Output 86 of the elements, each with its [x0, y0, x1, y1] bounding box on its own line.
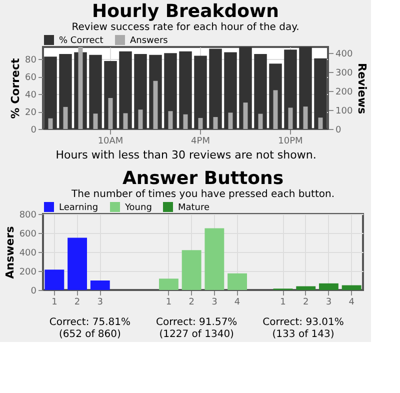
y-tick-label: 60 — [25, 73, 37, 84]
bar — [342, 285, 362, 290]
x-tick-label: 3 — [326, 298, 332, 308]
bar — [168, 111, 173, 129]
bar — [159, 278, 178, 290]
y-tick-label: 600 — [19, 230, 37, 240]
legend-label: Answers — [130, 36, 168, 46]
x-tick-label: 10AM — [98, 136, 124, 146]
text: Correct: 75.81% (652 of 860) — [49, 317, 131, 340]
text: Correct: 93.01% (133 of 143) — [262, 317, 344, 340]
bar — [243, 102, 248, 129]
bar — [44, 270, 64, 290]
x-tick-label: 3 — [97, 298, 104, 308]
bar — [48, 118, 53, 129]
y-tick-label: 0 — [30, 126, 37, 136]
bar — [153, 80, 158, 129]
x-tick-label: 4 — [234, 298, 240, 308]
bar — [182, 250, 202, 290]
chart-subtitle: Review success rate for each hour of the day. — [72, 22, 300, 33]
x-tick-label: 2 — [74, 298, 80, 308]
bar — [123, 113, 128, 129]
bar — [209, 48, 222, 129]
bar — [213, 117, 218, 129]
bar — [108, 98, 113, 129]
x-axis-title: Hours with less than 30 reviews are not shown. — [56, 148, 316, 162]
bar — [194, 56, 207, 129]
bar — [318, 118, 323, 129]
y-axis-title: % Correct — [9, 58, 22, 119]
bar — [299, 47, 312, 129]
y-tick-label: 400 — [19, 248, 37, 258]
text: Correct: 91.57% (1227 of 1340) — [156, 317, 238, 340]
bar — [164, 53, 177, 129]
bar — [179, 51, 192, 129]
bar — [296, 286, 316, 290]
x-tick-label: 4PM — [191, 136, 210, 146]
y-tick-label: 40 — [25, 90, 37, 101]
y2-tick-label: 300 — [336, 68, 353, 78]
y-tick-label: 0 — [30, 286, 37, 296]
bar — [90, 280, 110, 290]
bar — [183, 114, 188, 129]
legend-label: Young — [124, 203, 152, 213]
bar — [134, 54, 147, 129]
y-tick-label: 20 — [25, 108, 37, 118]
bar — [303, 106, 308, 129]
bar — [228, 273, 247, 290]
legend-label: Mature — [178, 203, 210, 213]
bar — [93, 114, 98, 129]
y2-tick-label: 200 — [336, 87, 353, 98]
x-tick-label: 1 — [52, 298, 58, 308]
x-tick-label: 1 — [166, 298, 172, 308]
x-tick-label: 10PM — [278, 136, 303, 146]
chart-subtitle: The number of times you have pressed each button. — [70, 189, 334, 200]
bar — [204, 228, 224, 290]
y2-tick-label: 400 — [336, 49, 353, 60]
x-tick-label: 4 — [348, 298, 355, 308]
x-tick-label: 2 — [302, 298, 309, 308]
bar — [224, 52, 237, 129]
bar — [319, 283, 338, 290]
chart-title: Hourly Breakdown — [92, 1, 279, 22]
y-tick-label: 800 — [19, 210, 37, 220]
y-axis-title: Answers — [3, 226, 16, 279]
bar — [138, 110, 143, 129]
chart-title: Answer Buttons — [122, 168, 284, 189]
y2-axis-title: Reviews — [356, 62, 369, 114]
bar — [314, 58, 327, 129]
bar — [63, 106, 68, 129]
legend-label: % Correct — [59, 36, 104, 46]
bar — [228, 112, 233, 129]
bar — [198, 118, 203, 129]
y2-tick-label: 0 — [336, 126, 342, 136]
x-tick-label: 3 — [212, 298, 218, 308]
y-tick-label: 200 — [19, 268, 37, 278]
bar — [288, 108, 293, 129]
bar — [284, 50, 297, 129]
bar — [119, 51, 132, 129]
legend-label: Learning — [59, 203, 98, 213]
bar — [273, 90, 278, 129]
x-tick-label: 2 — [188, 298, 194, 308]
bar — [68, 238, 87, 290]
x-tick-label: 1 — [280, 298, 286, 308]
bar — [254, 54, 267, 129]
bar — [44, 56, 57, 129]
y-tick-label: 80 — [25, 56, 37, 66]
bar — [258, 114, 263, 129]
y2-tick-label: 100 — [336, 106, 353, 116]
bar — [89, 54, 102, 129]
